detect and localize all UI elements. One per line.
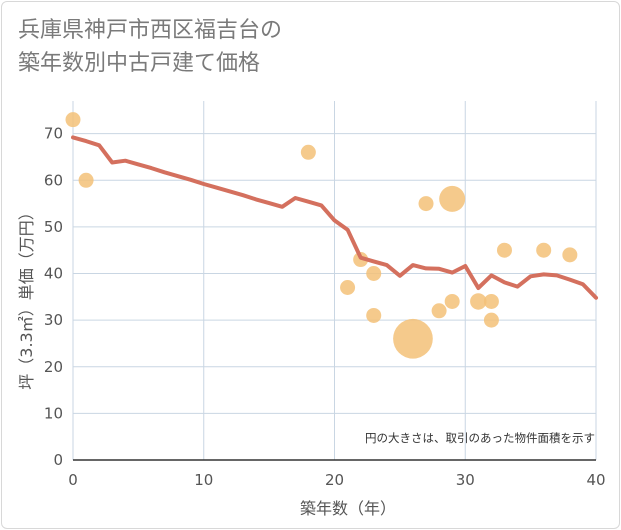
x-tick-labels: 0 10 20 30 40 — [68, 471, 605, 489]
y-tick-label-70: 70 — [44, 125, 63, 143]
x-tick-label-10: 10 — [194, 471, 213, 489]
bubble-layer — [65, 112, 578, 359]
y-tick-label-50: 50 — [44, 218, 63, 236]
bubble-size-note: 円の大きさは、取引のあった物件面積を示す — [365, 431, 595, 445]
bubble-point-9 — [431, 303, 447, 319]
y-tick-label-0: 0 — [53, 451, 63, 469]
x-axis-label: 築年数（年） — [300, 499, 396, 518]
chart-title-line-2: 築年数別中古戸建て価格 — [18, 51, 261, 76]
y-tick-label-20: 20 — [44, 358, 63, 376]
bubble-point-0 — [65, 112, 81, 128]
bubble-point-5 — [366, 266, 382, 282]
chart-title-line-1: 兵庫県神戸市西区福吉台の — [18, 18, 283, 43]
bubble-point-17 — [562, 247, 578, 263]
bubble-point-11 — [444, 293, 460, 309]
bubble-point-14 — [483, 312, 499, 328]
grid-lines — [72, 101, 597, 460]
bubble-point-16 — [536, 242, 552, 258]
y-tick-labels: 0 10 20 30 40 50 60 70 — [44, 125, 63, 469]
y-axis-label: 坪（3.3㎡）単価（万円） — [17, 204, 36, 389]
bubble-point-3 — [340, 279, 356, 295]
trend-line — [71, 135, 598, 300]
y-tick-label-10: 10 — [44, 404, 63, 422]
bubble-point-15 — [496, 242, 512, 258]
bubble-point-12 — [470, 293, 487, 310]
y-tick-label-30: 30 — [44, 311, 63, 329]
bubble-point-10 — [439, 185, 466, 212]
bubble-point-7 — [393, 318, 433, 359]
bubble-point-2 — [300, 144, 316, 160]
bubble-point-13 — [483, 293, 499, 309]
y-tick-label-40: 40 — [44, 265, 63, 283]
bubble-point-1 — [78, 172, 94, 188]
bubble-point-8 — [418, 196, 434, 212]
y-tick-label-60: 60 — [44, 171, 63, 189]
x-tick-label-0: 0 — [68, 471, 78, 489]
bubble-point-6 — [366, 307, 382, 323]
chart-title: 兵庫県神戸市西区福吉台の 築年数別中古戸建て価格 — [18, 14, 282, 80]
x-tick-label-40: 40 — [586, 471, 605, 489]
x-tick-label-20: 20 — [325, 471, 344, 489]
x-tick-label-30: 30 — [456, 471, 475, 489]
